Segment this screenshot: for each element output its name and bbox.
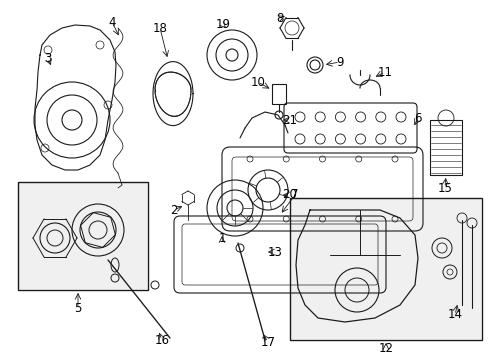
Text: 12: 12 xyxy=(378,342,393,355)
Text: 14: 14 xyxy=(447,309,462,321)
Text: 16: 16 xyxy=(154,333,169,346)
Bar xyxy=(271,84,285,104)
Text: 6: 6 xyxy=(413,112,421,125)
Text: 21: 21 xyxy=(282,113,297,126)
Text: 13: 13 xyxy=(267,246,282,258)
Text: 17: 17 xyxy=(260,336,275,348)
Text: 9: 9 xyxy=(336,55,343,68)
Bar xyxy=(290,199,480,339)
Text: 7: 7 xyxy=(291,189,298,202)
Bar xyxy=(18,182,148,290)
Text: 3: 3 xyxy=(44,51,52,64)
Text: 18: 18 xyxy=(152,22,167,35)
Text: 2: 2 xyxy=(170,203,177,216)
Text: 10: 10 xyxy=(250,76,265,89)
Text: 1: 1 xyxy=(218,231,225,244)
Bar xyxy=(19,183,147,289)
Bar xyxy=(289,198,481,340)
Bar xyxy=(429,120,461,175)
Text: 20: 20 xyxy=(282,189,297,202)
Text: 8: 8 xyxy=(276,12,283,24)
Text: 15: 15 xyxy=(437,181,451,194)
Text: 11: 11 xyxy=(377,66,392,78)
Text: 19: 19 xyxy=(215,18,230,31)
Text: 5: 5 xyxy=(74,302,81,315)
Text: 4: 4 xyxy=(108,15,116,28)
